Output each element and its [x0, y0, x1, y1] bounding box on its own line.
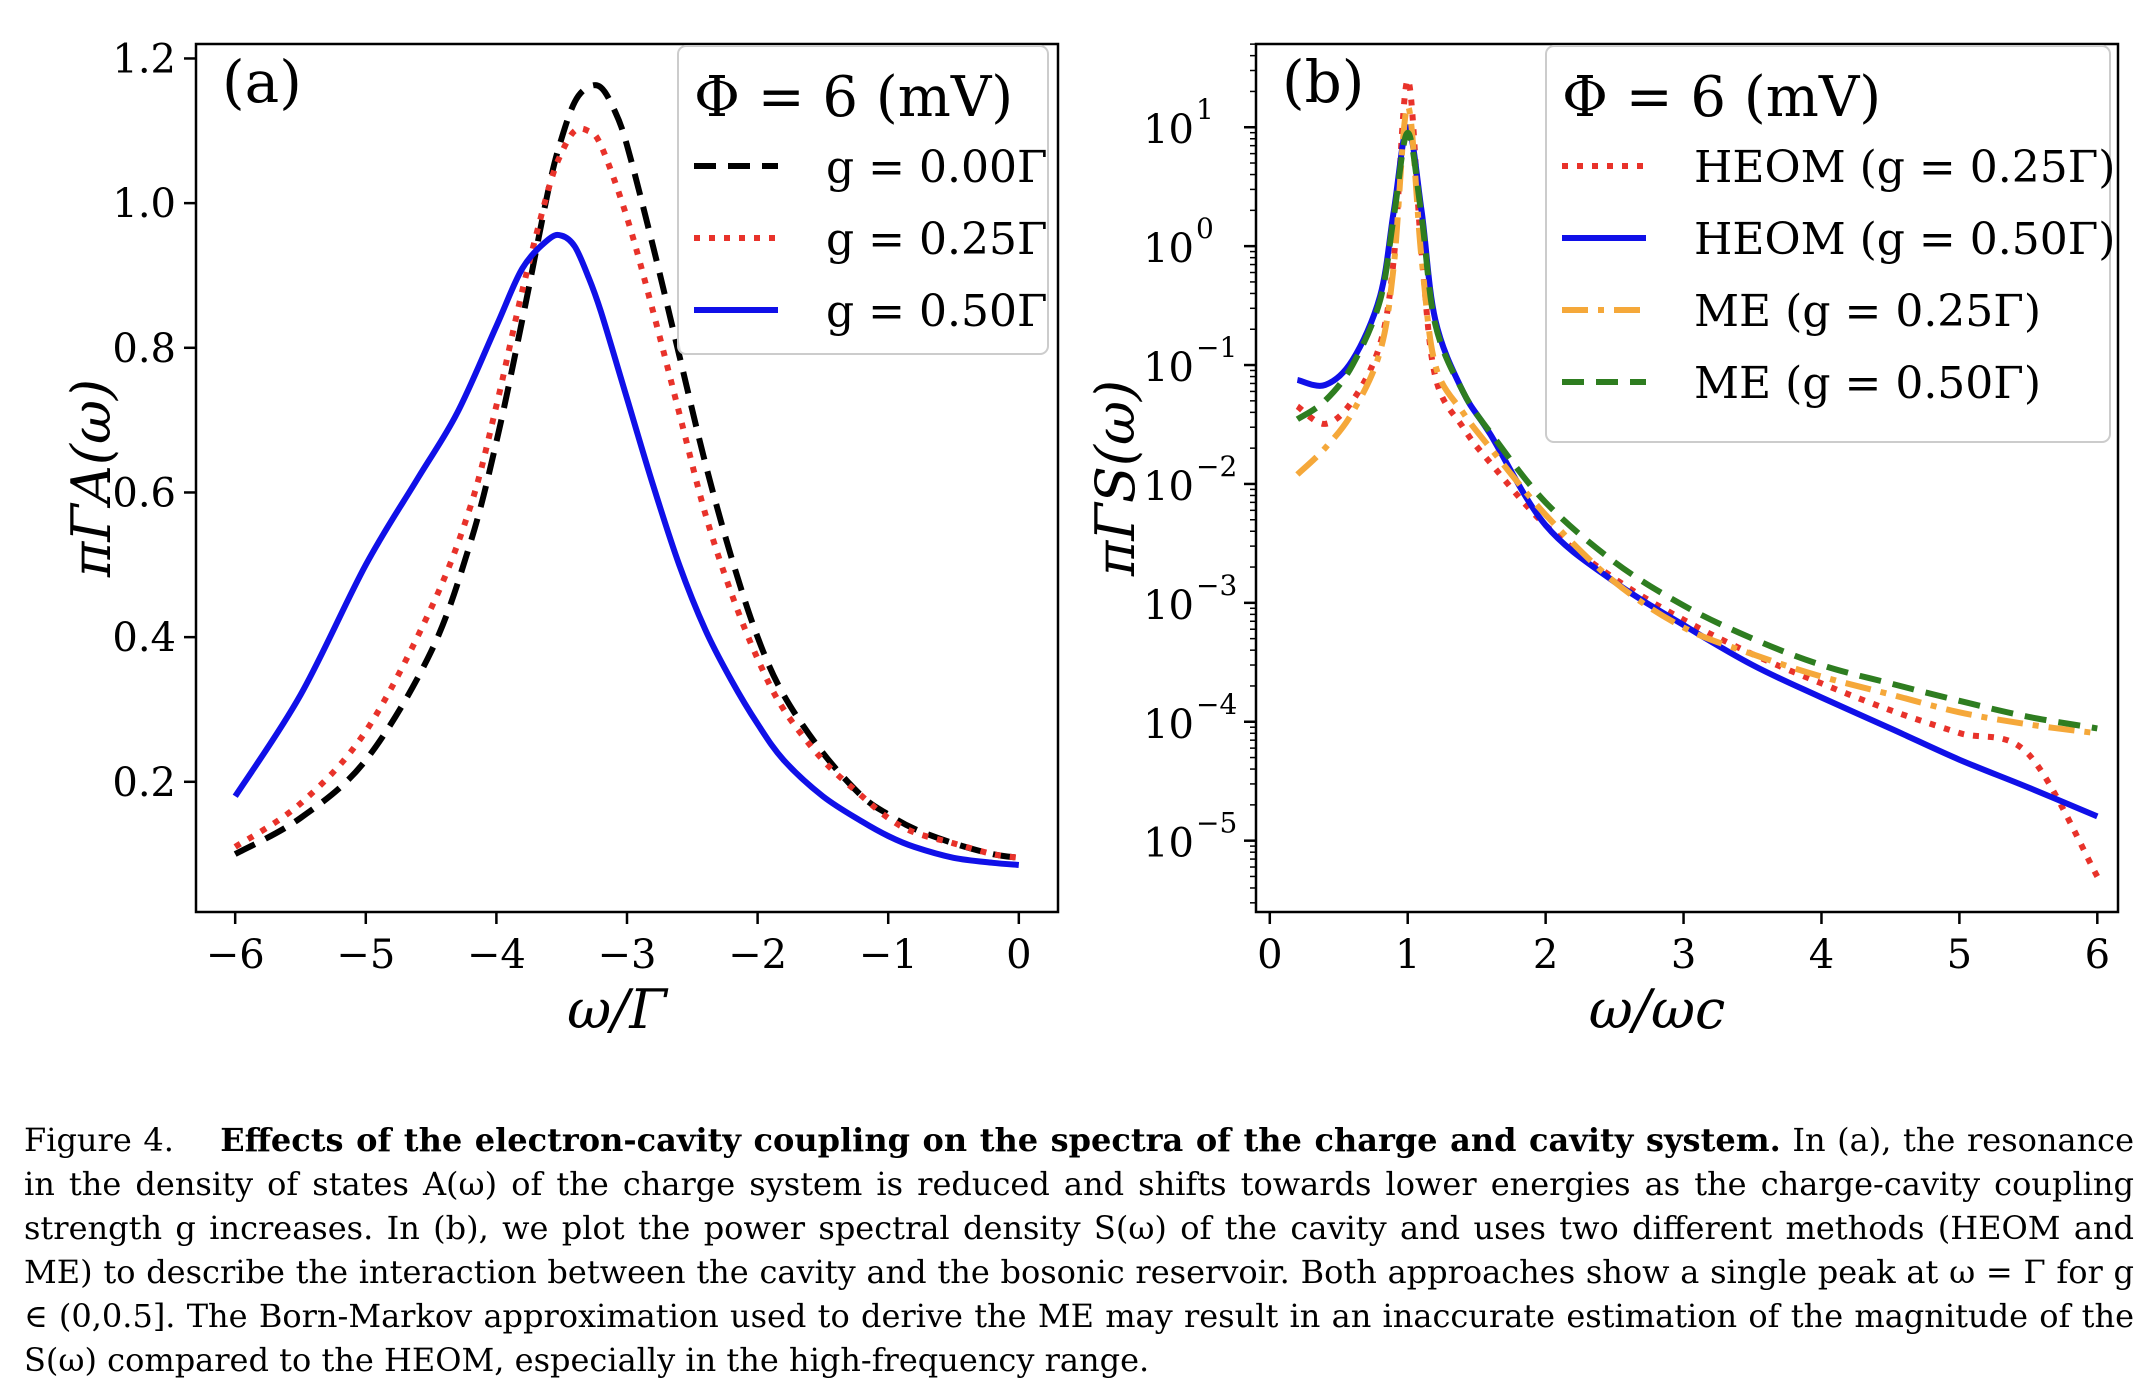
legend-box [1545, 45, 2111, 443]
x-tick-label: −3 [598, 932, 657, 978]
x-tick-label: 0 [1006, 932, 1031, 978]
series-line-0 [233, 82, 1020, 861]
x-tick-label: 4 [1809, 932, 1834, 978]
series-line-1 [1296, 124, 2099, 820]
y-tick-exponent: −1 [1196, 331, 1237, 364]
legend-label-3: ME (g = 0.50Γ) [1694, 358, 2041, 409]
caption-number: Figure 4. [24, 1121, 174, 1159]
y-tick-exponent: −5 [1196, 807, 1237, 840]
panel-a: −6 −5 −4 −3 −2 −1 0 0.2 0.4 0.6 0.8 1.0 1.2 ω/Γ πΓA(ω)… [60, 36, 1060, 1041]
y-tick-exponent: 0 [1196, 212, 1214, 245]
y-tick-label: 10 [1143, 464, 1194, 510]
axes-frame [1254, 42, 2120, 914]
y-tick-label: 0.2 [112, 760, 176, 806]
x-tick-label: −4 [467, 932, 526, 978]
x-axis-label: ω/Γ [567, 978, 669, 1041]
y-tick-exponent: −3 [1196, 569, 1237, 602]
series-line-2 [1295, 103, 2098, 737]
figure-caption: Figure 4. Effects of the electron-cavity… [24, 1118, 2134, 1382]
legend-box [677, 45, 1049, 355]
y-tick-label: 0.6 [112, 470, 176, 516]
figure-canvas: −6 −5 −4 −3 −2 −1 0 0.2 0.4 0.6 0.8 1.0 1.2 ω/Γ πΓA(ω)… [60, 36, 2120, 1041]
series-group [1295, 76, 2100, 878]
x-tick-label: 5 [1947, 932, 1972, 978]
legend-label-1: HEOM (g = 0.50Γ) [1694, 214, 2115, 265]
caption-body: In (a), the resonance in the density of … [24, 1121, 2135, 1379]
x-tick-label: 0 [1257, 932, 1282, 978]
x-tick-label: 3 [1671, 932, 1696, 978]
legend-label-0: HEOM (g = 0.25Γ) [1694, 142, 2115, 193]
y-tick-label: 10 [1143, 702, 1194, 748]
y-tick-label: 0.8 [112, 326, 176, 372]
y-tick-exponent: 1 [1196, 93, 1214, 126]
y-tick-exponent: −4 [1196, 688, 1237, 721]
y-tick-label: 10 [1143, 226, 1194, 272]
x-tick-label: −2 [728, 932, 787, 978]
caption-title: Effects of the electron-cavity coupling … [220, 1121, 1781, 1159]
legend-title: Φ = 6 (mV) [694, 65, 1013, 130]
series-line-2 [232, 231, 1020, 868]
y-tick-label: 10 [1143, 107, 1194, 153]
x-tick-label: 6 [2085, 932, 2110, 978]
y-tick-label: 10 [1143, 821, 1194, 867]
legend-label-0: g = 0.00Γ [826, 142, 1048, 193]
panel-label: (a) [222, 48, 302, 116]
y-axis-label: πΓS(ω) [1084, 380, 1147, 577]
x-tick-label: −6 [206, 932, 265, 978]
y-tick-label: 10 [1143, 583, 1194, 629]
x-tick-label: −1 [859, 932, 918, 978]
series-group [232, 82, 1020, 868]
x-tick-label: −5 [336, 932, 395, 978]
x-tick-label: 2 [1533, 932, 1558, 978]
legend-label-2: g = 0.50Γ [826, 286, 1048, 337]
figure: −6 −5 −4 −3 −2 −1 0 0.2 0.4 0.6 0.8 1.0 1.2 ω/Γ πΓA(ω)… [60, 36, 2120, 1041]
series-line-1 [233, 125, 1020, 861]
y-axis-label: πΓA(ω) [60, 379, 123, 578]
x-axis-label: ω/ωc [1589, 978, 1726, 1041]
legend-title: Φ = 6 (mV) [1562, 65, 1881, 130]
legend-label-2: ME (g = 0.25Γ) [1694, 286, 2041, 337]
y-tick-label: 0.4 [112, 615, 176, 661]
y-tick-label: 10 [1143, 345, 1194, 391]
panel-label: (b) [1282, 48, 1364, 116]
x-tick-label: 1 [1395, 932, 1420, 978]
y-tick-label: 1.0 [112, 181, 176, 227]
y-tick-label: 1.2 [112, 36, 176, 82]
y-tick-exponent: −2 [1196, 450, 1237, 483]
series-line-0 [1295, 76, 2100, 878]
legend-label-1: g = 0.25Γ [826, 214, 1048, 265]
